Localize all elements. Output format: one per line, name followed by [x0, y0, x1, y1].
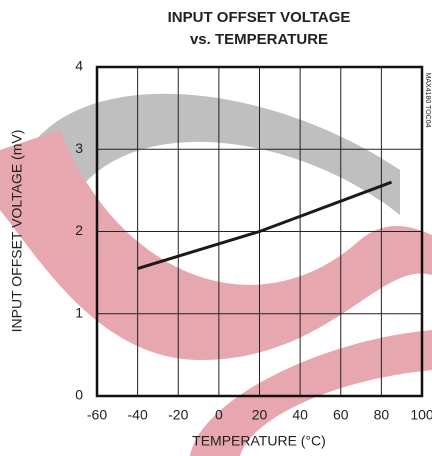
y-tick-label: 1	[75, 304, 83, 320]
y-axis-label: INPUT OFFSET VOLTAGE (mV)	[9, 130, 25, 333]
y-tick-label: 3	[75, 140, 83, 156]
x-tick-label: 80	[374, 407, 390, 423]
watermark-gray-arc	[10, 93, 400, 230]
x-axis-label: TEMPERATURE (°C)	[192, 433, 326, 449]
x-tick-label: -60	[87, 407, 107, 423]
x-tick-label: -40	[128, 407, 148, 423]
x-tick-label: 0	[215, 407, 223, 423]
plot-frame	[95, 65, 424, 398]
y-tick-label: 2	[75, 222, 83, 238]
watermark	[0, 93, 432, 456]
x-tick-label: 60	[333, 407, 349, 423]
x-tick-label: 40	[292, 407, 308, 423]
y-tick-label: 4	[75, 58, 83, 74]
x-tick-label: 100	[410, 407, 432, 423]
chart-subtitle: vs. TEMPERATURE	[190, 31, 328, 48]
x-tick-label: -20	[168, 407, 188, 423]
y-tick-label: 0	[75, 387, 83, 403]
x-tick-label: 20	[252, 407, 268, 423]
watermark-pink-band	[190, 330, 432, 456]
data-line	[137, 180, 393, 270]
chart-title: INPUT OFFSET VOLTAGE	[168, 9, 351, 26]
figure-code: MAX4180 TOC04	[424, 73, 431, 128]
watermark-pink-swoosh	[0, 130, 432, 360]
